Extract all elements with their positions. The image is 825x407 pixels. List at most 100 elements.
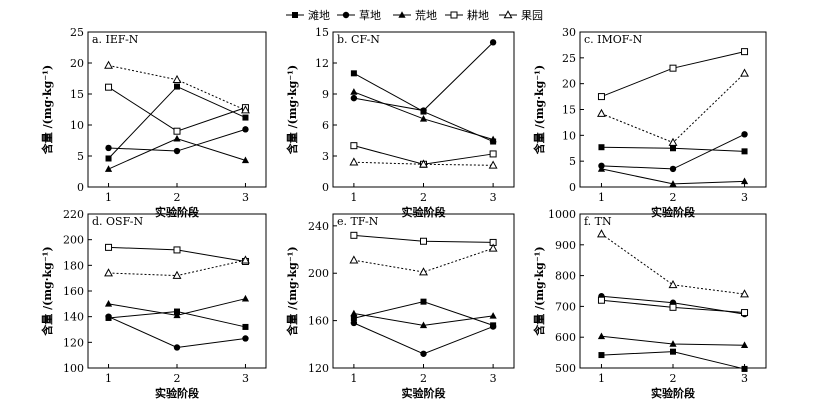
data-point [669, 180, 677, 187]
data-point [350, 309, 358, 317]
data-point [489, 150, 497, 158]
data-point [350, 231, 358, 239]
series-1 [598, 348, 748, 372]
data-point [419, 115, 428, 122]
data-point [173, 311, 181, 319]
legend-entry-4: 耕地 [445, 8, 489, 22]
data-point [241, 255, 250, 264]
legend-marker [503, 10, 513, 19]
x-tick-label: 1 [598, 191, 605, 204]
data-point [669, 340, 677, 347]
data-point [242, 323, 249, 330]
legend-entry-2: 草地 [337, 9, 381, 22]
x-tick-label: 2 [174, 191, 181, 204]
data-point [740, 289, 749, 298]
series-5 [597, 68, 749, 146]
series-3 [104, 294, 250, 319]
data-point [419, 159, 428, 168]
y-tick-label: 1000 [548, 208, 576, 221]
data-point [420, 350, 427, 357]
data-point [242, 114, 249, 121]
series-1 [598, 144, 748, 155]
data-point [669, 303, 677, 311]
data-point [670, 145, 676, 152]
y-tick-label: 900 [555, 239, 576, 252]
data-point [597, 108, 606, 117]
y-tick-label: 120 [308, 362, 329, 375]
legend-entry-5: 果园 [499, 9, 543, 22]
x-tick-label: 1 [598, 372, 605, 385]
y-tick-label: 600 [555, 331, 576, 344]
legend-marker [292, 12, 298, 18]
y-tick-label: 15 [70, 88, 84, 101]
data-point [105, 144, 112, 152]
y-tick-label: 3 [322, 150, 329, 163]
data-point [350, 319, 358, 327]
data-point [241, 105, 250, 114]
panel-title: c. IMOF-N [584, 33, 643, 46]
x-tick-label: 2 [420, 191, 427, 204]
x-tick-label: 3 [741, 191, 748, 204]
data-point [740, 177, 749, 185]
y-tick-label: 5 [569, 155, 576, 168]
y-tick-label: 25 [562, 52, 576, 65]
panel-title: b. CF-N [337, 33, 380, 46]
data-point [741, 131, 748, 138]
y-axis-label: 含量 /(mg·kg⁻¹) [532, 246, 546, 336]
series-3 [597, 165, 749, 187]
data-point [597, 332, 606, 340]
data-point [350, 94, 358, 102]
series-3 [597, 332, 749, 349]
x-tick-label: 2 [174, 372, 181, 385]
series-5 [597, 229, 749, 298]
series-1 [105, 83, 249, 162]
data-point [598, 352, 605, 359]
y-tick-label: 100 [63, 362, 84, 375]
y-tick-label: 6 [322, 119, 329, 132]
data-point [668, 137, 678, 146]
data-point [489, 312, 497, 319]
x-tick-label: 3 [741, 372, 748, 385]
data-point [741, 309, 749, 317]
data-point [488, 160, 498, 169]
y-tick-label: 9 [322, 88, 329, 101]
y-tick-label: 800 [555, 270, 576, 283]
y-tick-label: 700 [555, 300, 576, 313]
y-tick-label: 160 [308, 315, 329, 328]
data-point [489, 135, 497, 143]
data-point [349, 255, 359, 264]
series-2 [350, 319, 497, 357]
y-tick-label: 180 [63, 259, 84, 272]
data-point [597, 296, 605, 304]
data-point [669, 165, 677, 173]
panel-1: 0 5 10 15 20 25 1 2 3 a. IEF-N 实验阶段 含量 /(mg·kg⁻¹) [40, 26, 267, 219]
legend-label: 果园 [521, 9, 543, 22]
data-point [741, 48, 749, 56]
x-tick-label: 1 [105, 191, 112, 204]
y-tick-label: 0 [322, 181, 329, 194]
data-point [740, 341, 749, 349]
legend-marker [450, 11, 458, 19]
data-point [597, 229, 606, 238]
y-tick-label: 0 [77, 181, 84, 194]
data-point [104, 165, 113, 172]
data-point [419, 267, 428, 276]
data-point [104, 60, 113, 69]
series-2 [105, 313, 249, 351]
y-axis-label: 含量 /(mg·kg⁻¹) [285, 65, 299, 155]
panel-title: a. IEF-N [92, 33, 139, 46]
legend-label: 草地 [359, 9, 381, 22]
data-point [489, 323, 497, 330]
series-line [601, 51, 745, 98]
y-tick-label: 200 [308, 267, 329, 280]
y-tick-label: 200 [63, 234, 84, 247]
y-axis-label: 含量 /(mg·kg⁻¹) [532, 65, 546, 155]
series-4 [350, 231, 497, 246]
data-point [350, 88, 358, 95]
data-point [105, 155, 112, 162]
data-point [420, 107, 427, 114]
y-tick-label: 220 [63, 208, 84, 221]
